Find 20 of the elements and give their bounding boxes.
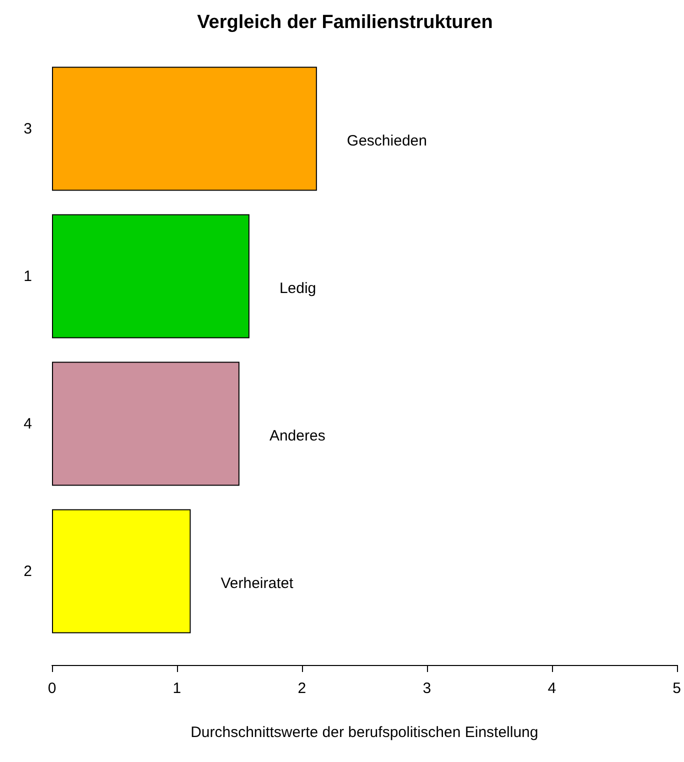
bar — [52, 66, 317, 191]
x-tick-label: 1 — [172, 680, 182, 697]
annotation: Verheiratet — [220, 574, 294, 592]
bar — [52, 214, 250, 338]
y-tick-label: 2 — [24, 562, 32, 580]
annotation: Anderes — [269, 427, 326, 444]
x-tick-label: 0 — [48, 680, 56, 697]
y-tick-label: 1 — [24, 268, 32, 285]
chart-title: Vergleich der Familienstrukturen — [197, 12, 493, 33]
x-tick-label: 3 — [422, 680, 432, 697]
x-tick-label: 5 — [672, 680, 681, 697]
y-tick-label: 4 — [24, 415, 32, 432]
annotation: Geschieden — [346, 132, 427, 150]
y-tick-label: 3 — [24, 120, 32, 138]
bar — [52, 509, 191, 634]
x-axis-title: Durchschnittswerte der berufspolitischen Einstellung — [190, 724, 538, 741]
x-tick-label: 2 — [298, 680, 306, 697]
bar — [52, 362, 240, 486]
annotation: Ledig — [279, 280, 316, 297]
x-tick-label: 4 — [548, 680, 556, 697]
